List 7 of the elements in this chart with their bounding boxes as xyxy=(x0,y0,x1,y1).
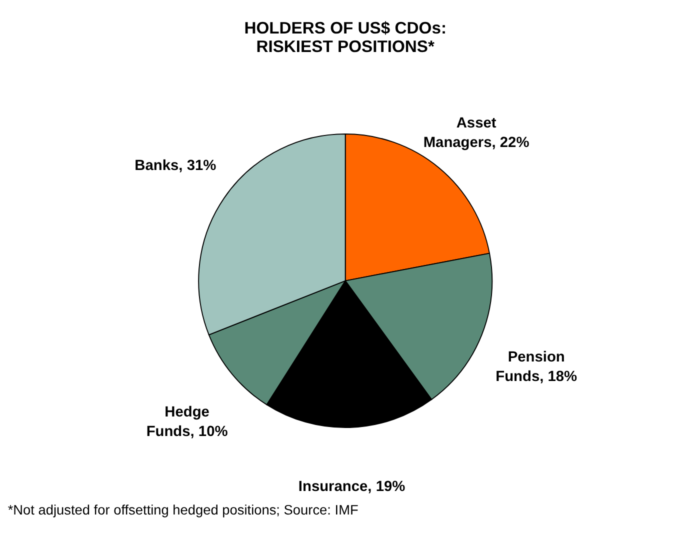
slice-label: Insurance, 19% xyxy=(298,479,406,496)
slice-label: Hedge Funds, 10% xyxy=(146,404,228,440)
slice-label: Pension Funds, 18% xyxy=(496,349,578,385)
chart-title: HOLDERS OF US$ CDOs: RISKIEST POSITIONS* xyxy=(244,18,446,56)
text: *Not adjusted for offsetting hedged positions; Source: IMF xyxy=(8,502,358,518)
slice-label: Asset Managers, 22% xyxy=(423,115,530,151)
slice-label: Banks, 31% xyxy=(134,158,216,174)
